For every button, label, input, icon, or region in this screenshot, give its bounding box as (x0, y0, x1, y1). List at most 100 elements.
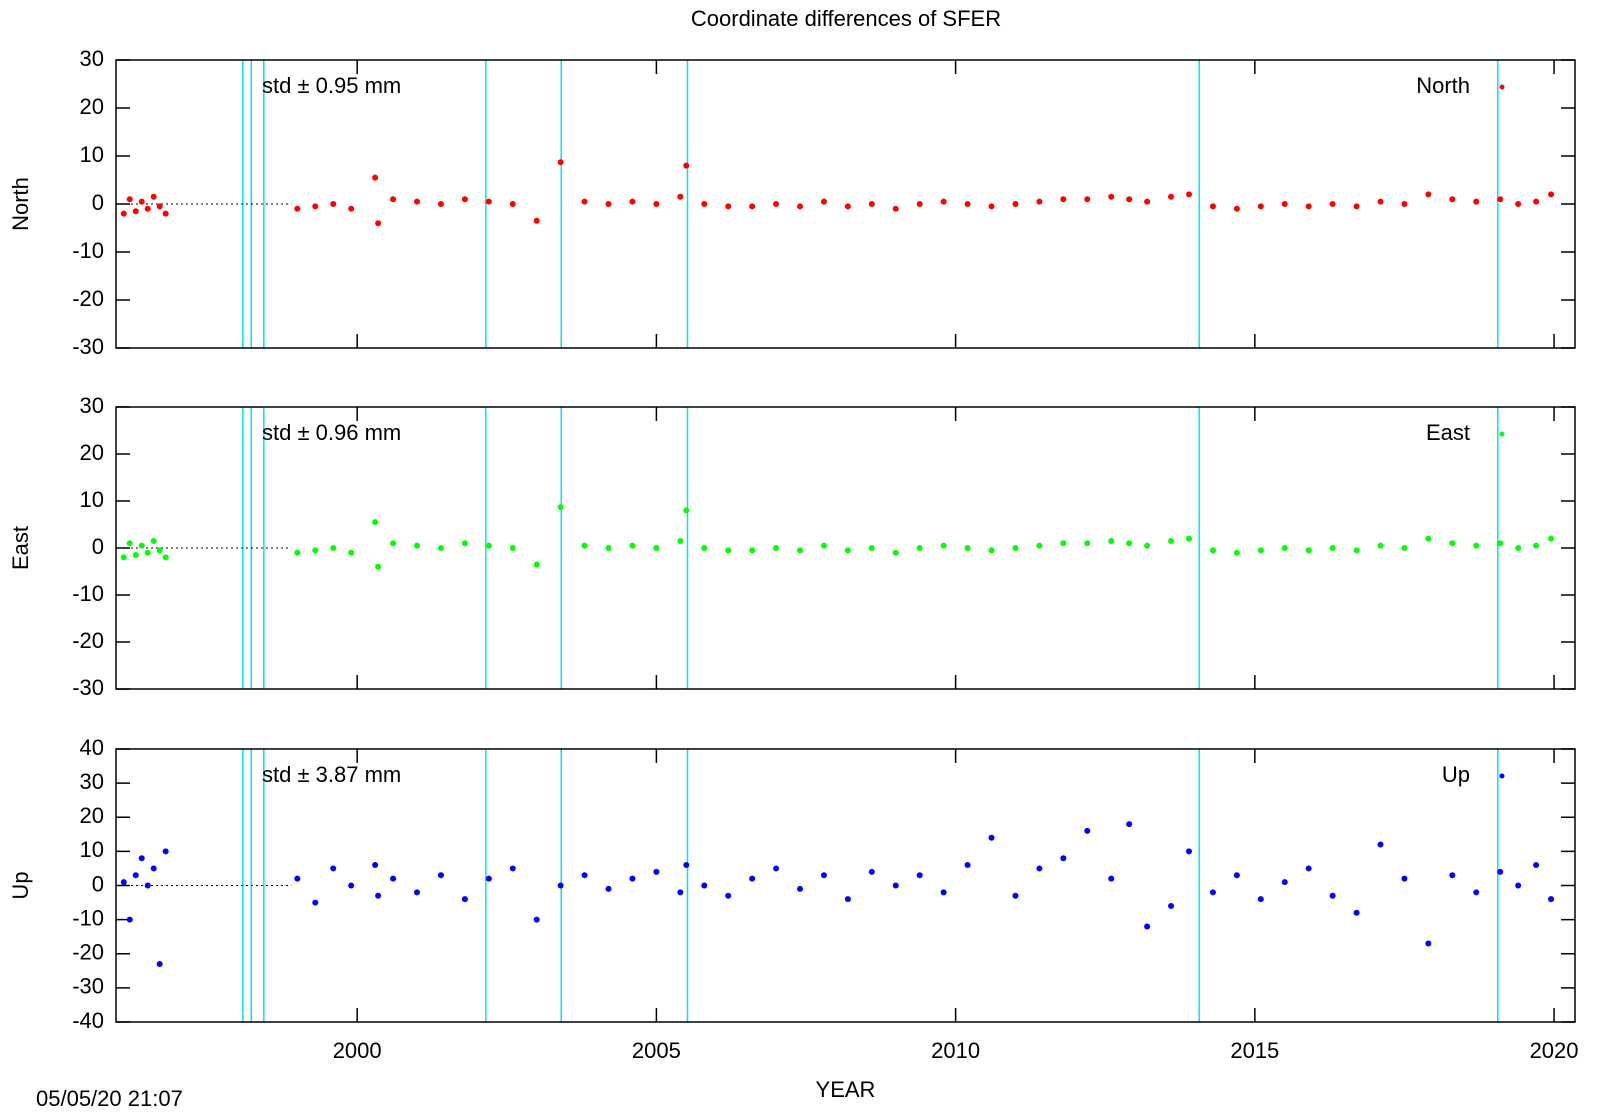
data-point (1533, 198, 1540, 205)
data-point (120, 210, 127, 217)
data-point (461, 540, 468, 547)
data-point (533, 916, 540, 923)
data-point (509, 865, 516, 872)
data-point (1084, 827, 1091, 834)
data-point (1144, 923, 1151, 930)
data-point (509, 201, 516, 207)
data-point (461, 896, 468, 903)
data-point (1329, 201, 1336, 207)
data-point (1168, 193, 1175, 200)
y-tick-label: 20 (80, 440, 104, 465)
data-point (533, 217, 540, 224)
data-point (988, 203, 995, 210)
data-point (1449, 196, 1456, 203)
x-tick-label: 2020 (1530, 1038, 1579, 1063)
data-point (916, 201, 923, 207)
data-point (1036, 542, 1043, 549)
data-point (533, 561, 540, 568)
data-point (892, 882, 899, 889)
data-point (677, 537, 684, 544)
data-point (1401, 201, 1408, 207)
data-point (629, 198, 636, 205)
data-point (1353, 203, 1360, 210)
data-point (1377, 542, 1384, 549)
data-point (1084, 540, 1091, 547)
data-point (940, 198, 947, 205)
data-point (375, 563, 382, 570)
data-point (683, 862, 690, 869)
data-point (725, 203, 732, 210)
data-point (701, 201, 708, 207)
data-point (629, 875, 636, 882)
data-point (372, 519, 379, 526)
data-point (916, 545, 923, 551)
data-point (132, 208, 139, 215)
data-point (156, 547, 163, 554)
figure-title: Coordinate differences of SFER (691, 6, 1001, 31)
legend-marker (1499, 773, 1505, 779)
data-point (701, 545, 708, 551)
data-point (1305, 547, 1312, 554)
y-tick-label: 10 (80, 142, 104, 167)
data-point (437, 545, 444, 551)
data-point (1209, 547, 1216, 554)
data-point (1497, 540, 1504, 547)
y-tick-label: -30 (72, 974, 104, 999)
data-point (132, 552, 139, 559)
data-point (162, 848, 169, 855)
data-point (725, 892, 732, 899)
data-point (1497, 196, 1504, 203)
data-point (1012, 892, 1019, 899)
data-point (820, 198, 827, 205)
data-point (375, 220, 382, 227)
data-point (1425, 535, 1432, 542)
x-tick-label: 2015 (1230, 1038, 1279, 1063)
data-point (557, 882, 564, 889)
data-point (1036, 198, 1043, 205)
data-point (461, 196, 468, 203)
data-point (1209, 889, 1216, 896)
data-point (1473, 198, 1480, 205)
data-point (150, 537, 157, 544)
y-tick-label: 20 (80, 94, 104, 119)
std-annotation: std ± 3.87 mm (262, 762, 401, 787)
data-point (1377, 198, 1384, 205)
data-point (485, 875, 492, 882)
data-point (1515, 545, 1522, 551)
data-point (1233, 872, 1240, 879)
legend-marker (1499, 431, 1505, 437)
data-point (1168, 902, 1175, 909)
data-point (964, 545, 971, 551)
data-point (330, 865, 337, 872)
data-point (1012, 545, 1019, 551)
data-point (844, 203, 851, 210)
data-point (120, 554, 127, 561)
data-point (372, 174, 379, 181)
data-point (1168, 537, 1175, 544)
data-point (1497, 868, 1504, 875)
plot-frame (115, 748, 1576, 1023)
data-point (414, 889, 421, 896)
data-point (138, 198, 145, 205)
data-point (605, 201, 612, 207)
data-point (150, 865, 157, 872)
y-tick-label: 0 (92, 190, 104, 215)
y-tick-label: 0 (92, 534, 104, 559)
data-point (1533, 542, 1540, 549)
data-point (1108, 875, 1115, 882)
y-axis-label: North (8, 177, 33, 231)
data-point (132, 872, 139, 879)
data-point (868, 201, 875, 207)
x-tick-label: 2010 (931, 1038, 980, 1063)
data-point (629, 542, 636, 549)
y-tick-label: -30 (72, 334, 104, 359)
data-point (677, 193, 684, 200)
data-point (581, 542, 588, 549)
data-point (581, 198, 588, 205)
data-point (1233, 205, 1240, 212)
data-point (868, 868, 875, 875)
data-point (312, 899, 319, 906)
data-point (1108, 537, 1115, 544)
data-point (372, 862, 379, 869)
